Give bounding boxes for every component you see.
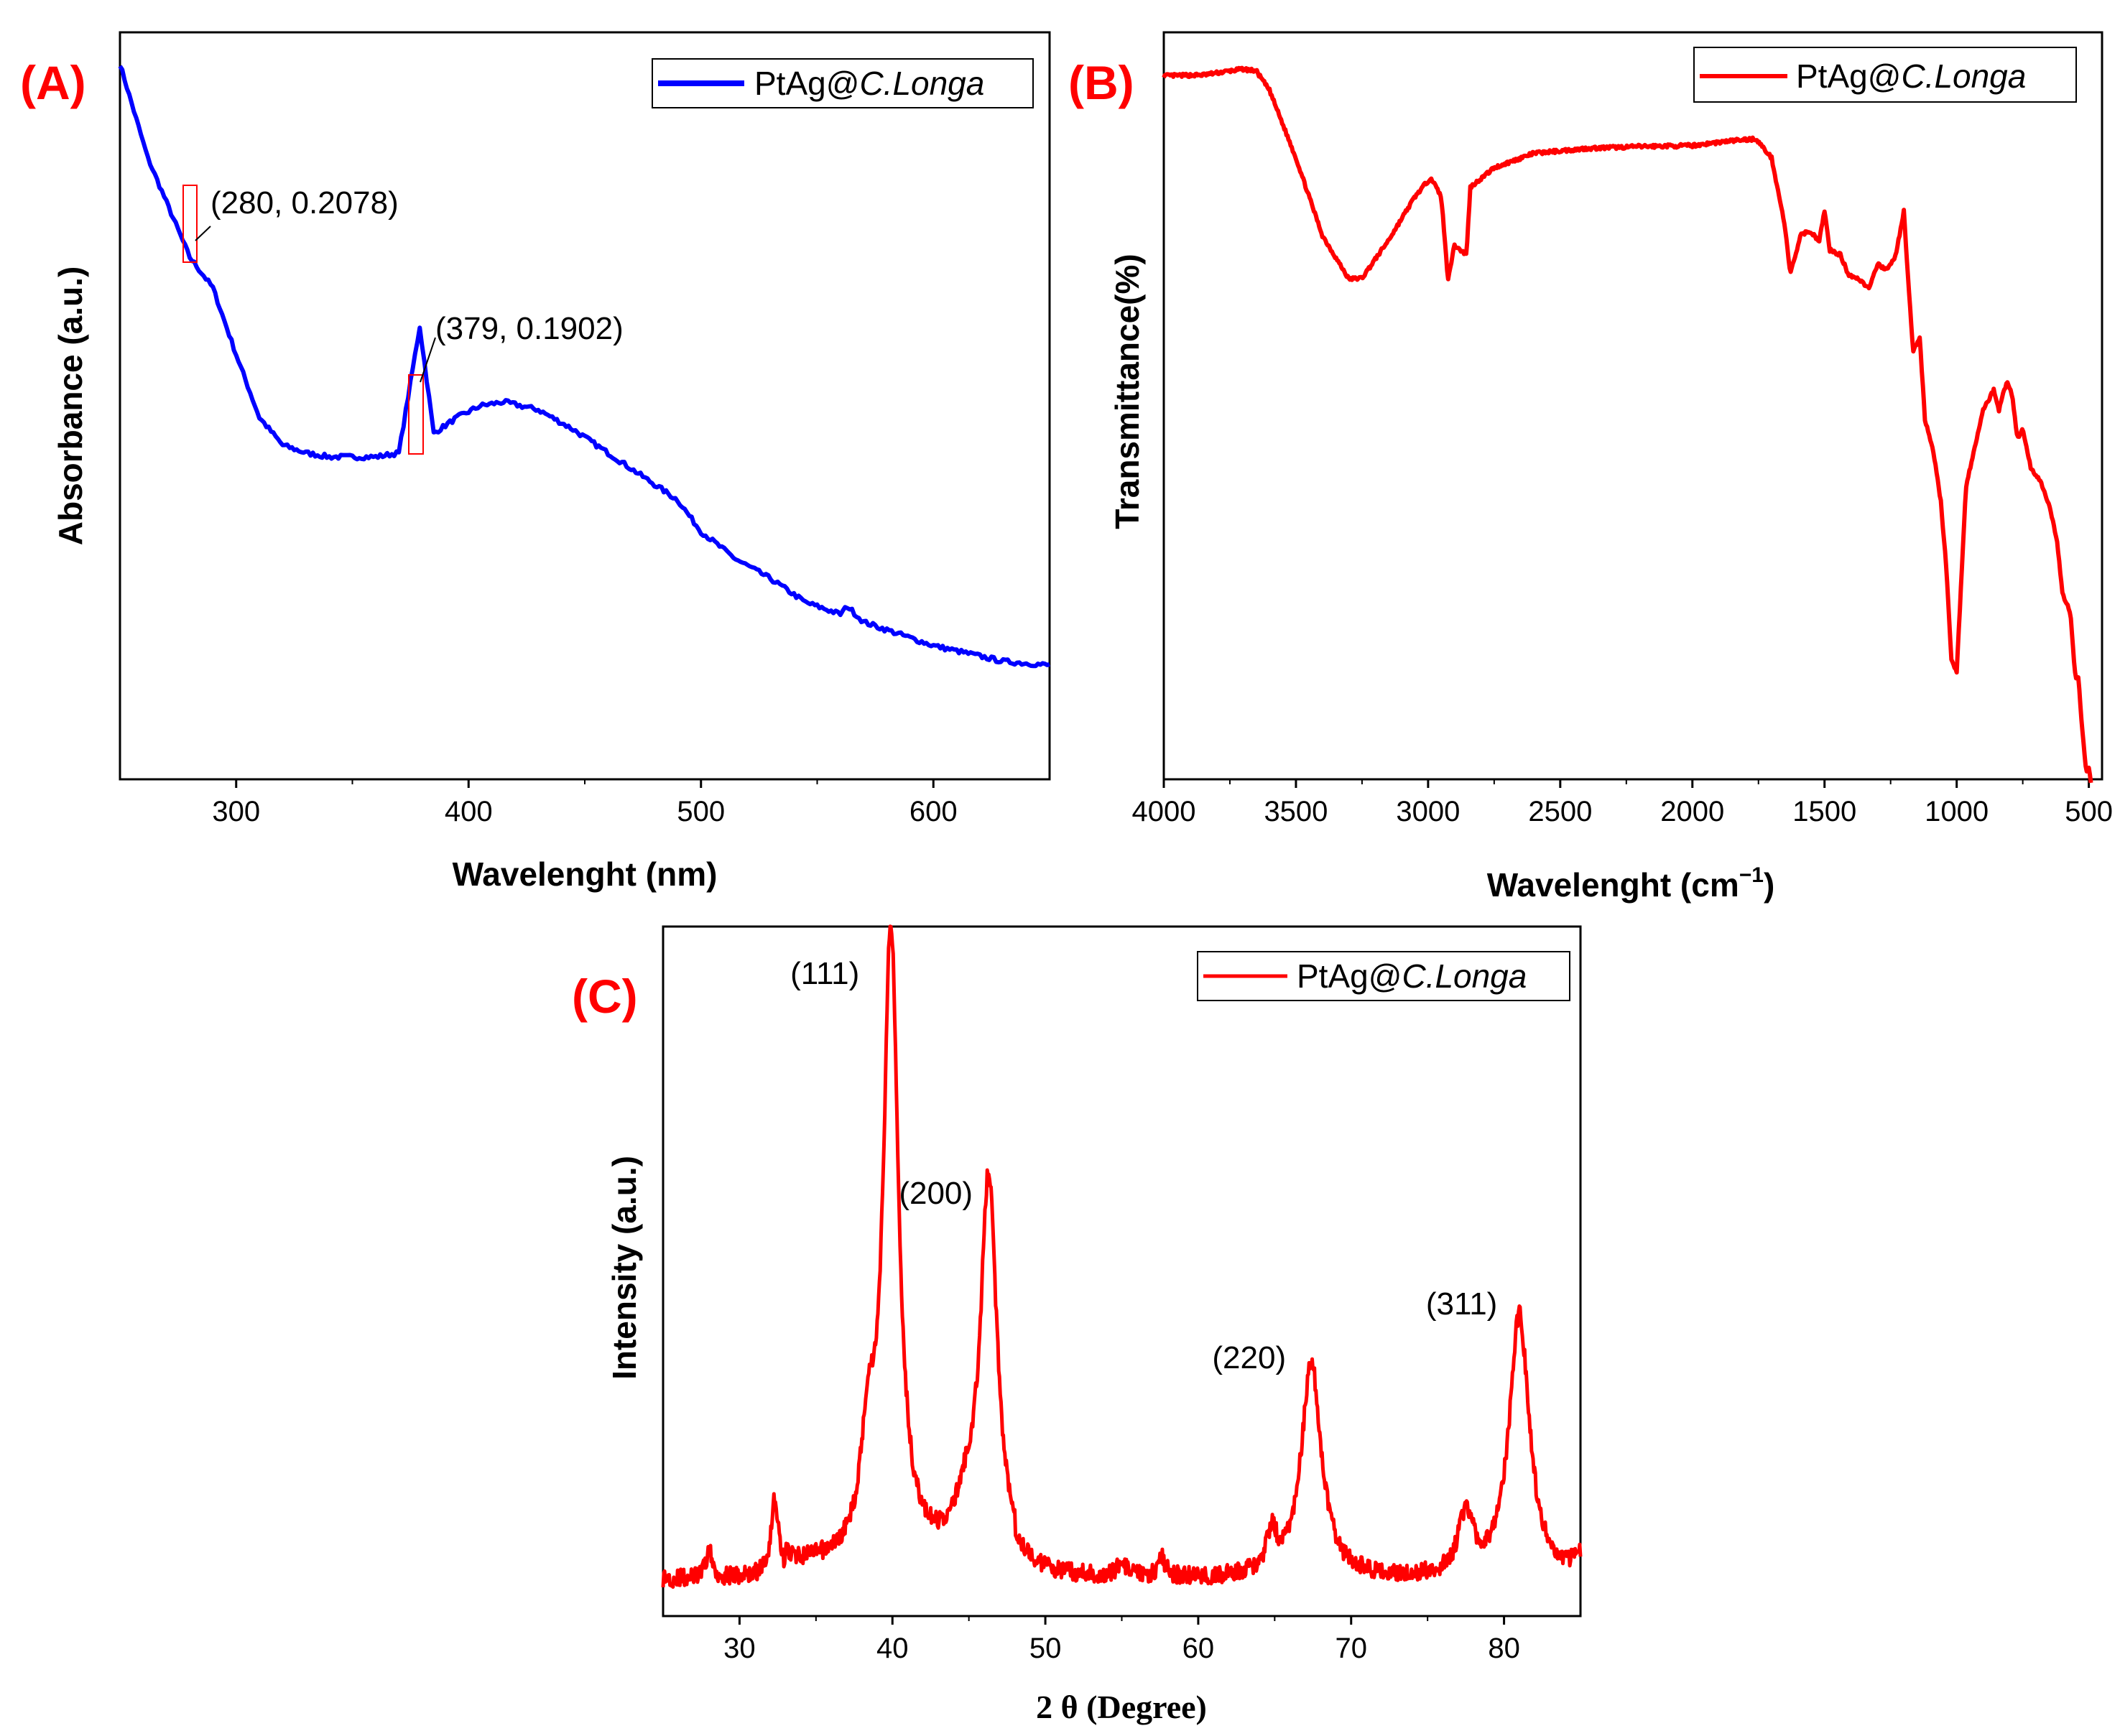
x-tick-label: 80 [1488,1633,1520,1664]
panel-c-xrd: (C) 30 40 50 60 70 80 2 θ (Degree) Intensity … [572,924,1583,1725]
y-axis-title-b: Transmittance(%) [1108,254,1146,529]
plot-frame-b [1162,31,2103,781]
x-axis-c: 30 40 50 60 70 80 [723,1616,1520,1664]
legend-label-c: PtAg@C.Longa [1297,957,1527,995]
panel-label-b: (B) [1068,56,1134,109]
peak-label: (111) [790,956,859,991]
y-axis-title-c: Intensity (a.u.) [606,1156,643,1380]
annotation-text-379: (379, 0.1902) [435,311,624,346]
panel-label-c: (C) [572,970,638,1023]
highlight-box-379 [408,374,424,455]
x-tick-label: 300 [212,796,260,827]
x-axis-title-a: Wavelenght (nm) [453,855,718,893]
peak-label: (200) [899,1176,973,1211]
panel-a-uv-vis: (A) 300 400 500 600 Wavelenght (nm) Absorba… [20,31,1051,893]
y-axis-title-a: Absorbance (a.u.) [52,266,89,546]
panel-b-ftir: (B) 4000 3500 3000 2500 2000 1500 1000 500 Wave… [1068,31,2113,904]
x-tick-label: 70 [1336,1633,1368,1664]
x-tick-label: 2000 [1660,796,1724,827]
x-tick-label: 2500 [1528,796,1592,827]
series-line-a [118,65,1050,669]
x-tick-label: 3500 [1264,796,1328,827]
peak-label: (220) [1212,1340,1286,1375]
x-tick-label: 30 [723,1633,756,1664]
x-tick-label: 40 [876,1633,909,1664]
legend-label-a: PtAg@C.Longa [754,65,984,102]
highlight-box-280 [182,185,198,263]
legend-b: PtAg@C.Longa [1693,47,2077,103]
x-tick-label: 600 [909,796,958,827]
annotation-280: (280, 0.2078) [182,185,399,263]
panel-label-a: (A) [20,56,86,109]
x-axis-title-b: Wavelenght (cm−1) [1487,863,1775,904]
annotation-text-280: (280, 0.2078) [210,185,399,221]
x-tick-label: 60 [1182,1633,1215,1664]
leader-line-379 [420,337,436,383]
leader-line-280 [195,226,211,241]
x-tick-label: 500 [2065,796,2113,827]
plot-frame-c [662,925,1582,1617]
x-tick-label: 50 [1029,1633,1062,1664]
legend-c: PtAg@C.Longa [1197,951,1570,1001]
legend-a: PtAg@C.Longa [652,58,1034,108]
x-tick-label: 3000 [1396,796,1460,827]
peak-label: (311) [1426,1286,1497,1322]
series-line-b [1162,65,2093,784]
x-tick-label: 400 [445,796,493,827]
series-line-c [661,924,1583,1589]
x-tick-label: 1500 [1792,796,1856,827]
x-tick-label: 1000 [1925,796,1989,827]
legend-label-b: PtAg@C.Longa [1796,57,2026,95]
x-tick-label: 4000 [1132,796,1196,827]
x-axis-a: 300 400 500 600 [212,779,958,827]
plot-frame-a [119,31,1051,781]
x-tick-label: 500 [677,796,725,827]
annotation-379: (379, 0.1902) [408,311,624,455]
x-axis-b: 4000 3500 3000 2500 2000 1500 1000 500 [1132,779,2113,827]
x-axis-title-c: 2 θ (Degree) [1036,1689,1207,1725]
peak-annotations-c: (111) (200) (220) (311) [790,956,1497,1375]
